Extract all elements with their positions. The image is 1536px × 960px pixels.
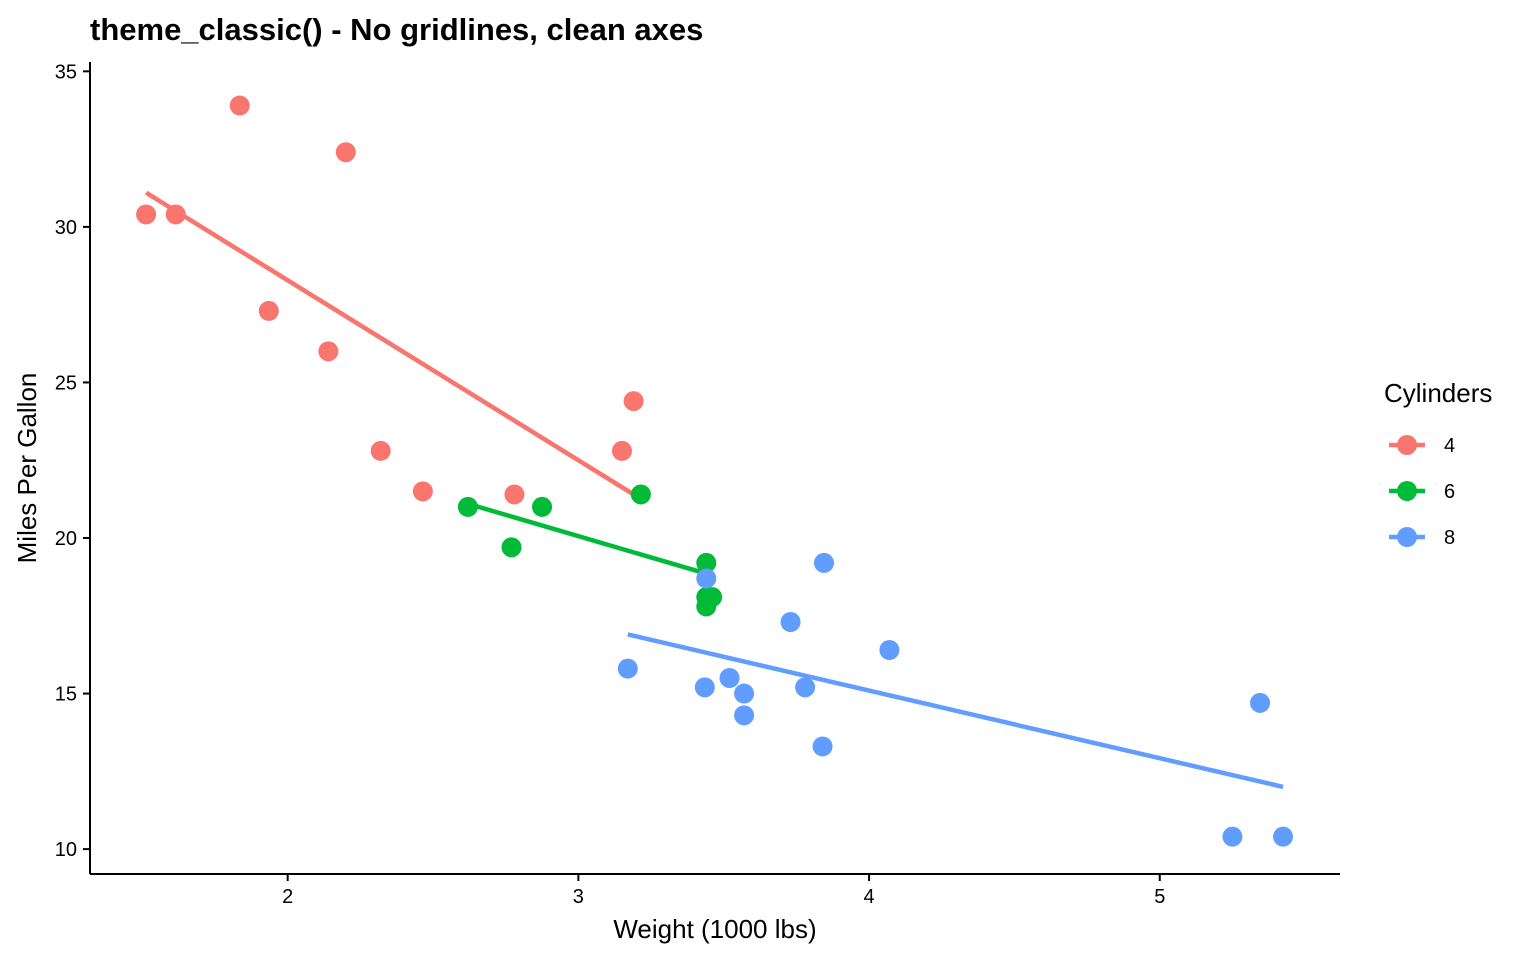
legend-key-point [1397,527,1417,547]
series-8-cyl [617,552,1294,847]
data-point-4-cyl [623,391,644,412]
data-point-4-cyl [335,142,356,163]
data-point-4-cyl [412,481,433,502]
y-axis-title: Miles Per Gallon [12,373,42,564]
legend-item-6: 6 [1389,481,1455,503]
data-point-4-cyl [229,95,250,116]
series-4-cyl [136,95,644,505]
legend-items: 4 6 8 [1389,435,1455,549]
data-point-8-cyl [719,668,740,688]
data-point-8-cyl [814,552,835,573]
data-point-4-cyl [165,204,186,225]
y-tick-label: 15 [55,684,77,706]
data-point-4-cyl [136,204,157,225]
legend-item-4: 4 [1389,435,1455,457]
legend-label: 8 [1444,527,1455,549]
data-point-8-cyl [1222,826,1243,847]
data-point-4-cyl [318,341,339,362]
data-point-4-cyl [370,440,391,461]
data-point-6-cyl [696,552,717,573]
x-axis-ticks: 2 3 4 5 [282,874,1165,908]
data-point-8-cyl [734,705,755,726]
chart-title: theme_classic() - No gridlines, clean ax… [90,12,703,47]
series-6-cyl [457,484,723,617]
x-tick-label: 3 [573,886,584,908]
data-point-6-cyl [696,596,717,617]
y-tick-label: 30 [55,217,77,239]
legend-label: 4 [1444,435,1455,457]
plot-area [136,95,1294,847]
data-point-6-cyl [501,537,522,558]
data-point-4-cyl [504,484,525,505]
data-point-8-cyl [879,640,900,660]
data-point-4-cyl [258,300,279,321]
data-point-4-cyl [611,440,632,461]
legend-label: 6 [1444,481,1455,503]
x-tick-label: 4 [864,886,875,908]
y-tick-label: 25 [55,372,77,394]
y-tick-label: 20 [55,528,77,550]
data-point-8-cyl [694,677,715,698]
data-point-6-cyl [457,496,478,517]
y-tick-label: 10 [55,839,77,861]
x-tick-label: 5 [1154,886,1165,908]
data-point-8-cyl [734,683,755,704]
data-point-6-cyl [630,484,651,505]
x-axis-title: Weight (1000 lbs) [613,914,816,944]
data-point-8-cyl [617,658,638,679]
trend-line-8-cyl [627,632,1284,790]
legend: Cylinders 4 6 8 [1384,378,1492,549]
y-axis-ticks: 10 15 20 25 30 35 [55,61,90,861]
legend-key-point [1397,435,1417,455]
trend-line-4-cyl [144,190,635,497]
x-tick-label: 2 [282,886,293,908]
data-point-8-cyl [1273,826,1294,847]
legend-title: Cylinders [1384,378,1492,408]
y-tick-label: 35 [55,61,77,83]
legend-item-8: 8 [1389,527,1455,549]
legend-key-point [1397,481,1417,501]
data-point-8-cyl [696,568,717,589]
data-point-8-cyl [795,677,816,698]
data-point-8-cyl [1250,692,1271,713]
data-point-8-cyl [780,612,801,632]
data-point-6-cyl [532,496,553,517]
data-point-8-cyl [812,736,833,757]
trend-line-6-cyl [467,501,713,578]
